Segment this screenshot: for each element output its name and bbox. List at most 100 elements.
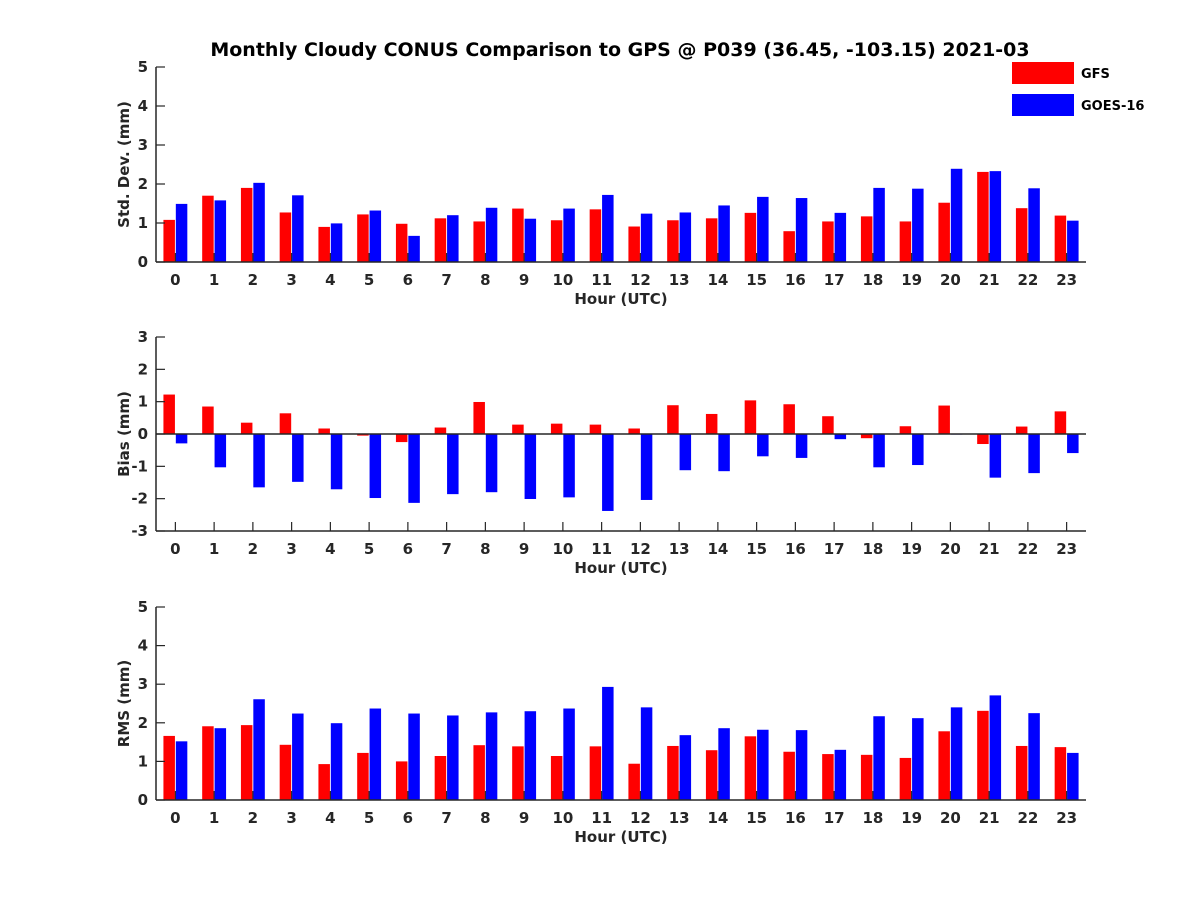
bar-gfs-hour-0 — [163, 735, 175, 800]
x-tick-label: 14 — [707, 271, 728, 289]
bar-goes-16-hour-14 — [718, 728, 730, 800]
bar-goes-16-hour-13 — [679, 434, 692, 471]
bar-goes-16-hour-11 — [602, 434, 614, 511]
bar-goes-16-hour-12 — [640, 707, 653, 800]
bar-goes-16-hour-1 — [214, 728, 227, 800]
x-axis-label: Hour (UTC) — [574, 290, 667, 308]
bar-goes-16-hour-4 — [330, 723, 343, 800]
bar-gfs-hour-16 — [783, 231, 795, 262]
bar-gfs-hour-7 — [434, 756, 447, 800]
bar-goes-16-hour-23 — [1067, 434, 1079, 454]
y-tick-label: 1 — [138, 752, 148, 770]
bar-gfs-hour-14 — [705, 218, 718, 262]
x-tick-label: 13 — [669, 809, 690, 827]
x-tick-label: 11 — [591, 540, 612, 558]
x-axis-label: Hour (UTC) — [574, 828, 667, 846]
x-tick-label: 22 — [1017, 540, 1038, 558]
x-tick-label: 2 — [248, 271, 258, 289]
bar-goes-16-hour-12 — [640, 213, 653, 262]
x-tick-label: 3 — [286, 809, 296, 827]
bar-gfs-hour-23 — [1054, 411, 1067, 434]
bar-gfs-hour-12 — [628, 763, 640, 800]
x-tick-label: 15 — [746, 271, 767, 289]
x-tick-label: 23 — [1056, 540, 1077, 558]
bar-goes-16-hour-3 — [292, 713, 304, 800]
bar-goes-16-hour-14 — [718, 434, 730, 472]
bar-goes-16-hour-4 — [330, 434, 343, 490]
y-tick-label: 2 — [138, 175, 148, 193]
bar-goes-16-hour-11 — [602, 194, 614, 262]
y-tick-label: 3 — [138, 675, 148, 693]
bar-goes-16-hour-10 — [563, 208, 575, 262]
bar-goes-16-hour-6 — [408, 713, 420, 800]
legend-swatch-goes-16 — [1012, 94, 1074, 116]
bar-gfs-hour-23 — [1054, 747, 1067, 800]
bar-goes-16-hour-13 — [679, 735, 692, 800]
bar-gfs-hour-20 — [938, 202, 950, 262]
bar-gfs-hour-18 — [860, 754, 873, 800]
x-tick-label: 5 — [364, 540, 374, 558]
bar-gfs-hour-10 — [550, 220, 563, 262]
y-tick-label: 5 — [138, 58, 148, 76]
bar-gfs-hour-15 — [744, 212, 757, 262]
x-tick-label: 19 — [901, 809, 922, 827]
x-tick-label: 9 — [519, 809, 529, 827]
bar-gfs-hour-22 — [1015, 208, 1028, 262]
x-tick-label: 8 — [480, 809, 490, 827]
bar-gfs-hour-2 — [240, 422, 253, 434]
bar-gfs-hour-22 — [1015, 426, 1028, 434]
y-axis-label: Bias (mm) — [115, 391, 133, 477]
x-tick-label: 6 — [403, 809, 413, 827]
bar-gfs-hour-17 — [822, 416, 834, 434]
bar-gfs-hour-11 — [589, 746, 602, 800]
bar-gfs-hour-9 — [512, 208, 524, 262]
bar-goes-16-hour-18 — [873, 716, 885, 800]
bar-gfs-hour-4 — [318, 764, 330, 800]
bar-goes-16-hour-5 — [369, 434, 382, 499]
x-tick-label: 4 — [325, 809, 335, 827]
bar-goes-16-hour-23 — [1067, 752, 1079, 800]
bar-goes-16-hour-17 — [834, 434, 847, 440]
bar-gfs-hour-19 — [899, 757, 912, 800]
bar-gfs-hour-11 — [589, 424, 602, 434]
x-tick-label: 9 — [519, 540, 529, 558]
bar-gfs-hour-3 — [279, 744, 292, 800]
bar-gfs-hour-4 — [318, 428, 330, 434]
x-tick-label: 17 — [824, 540, 845, 558]
y-tick-label: 3 — [138, 136, 148, 154]
x-tick-label: 21 — [979, 809, 1000, 827]
x-tick-label: 10 — [552, 809, 573, 827]
bar-gfs-hour-19 — [899, 426, 912, 434]
bar-goes-16-hour-7 — [447, 215, 459, 262]
x-tick-label: 10 — [552, 540, 573, 558]
bar-goes-16-hour-20 — [950, 707, 963, 800]
bar-goes-16-hour-1 — [214, 200, 227, 262]
bar-goes-16-hour-0 — [175, 741, 188, 800]
bar-goes-16-hour-18 — [873, 187, 885, 262]
y-tick-label: -3 — [131, 522, 148, 540]
x-tick-label: 1 — [209, 540, 219, 558]
bar-gfs-hour-7 — [434, 427, 447, 434]
bar-gfs-hour-15 — [744, 400, 757, 434]
y-tick-label: -1 — [131, 457, 148, 475]
bar-gfs-hour-18 — [860, 216, 873, 262]
bar-gfs-hour-21 — [977, 710, 989, 800]
x-tick-label: 9 — [519, 271, 529, 289]
bar-goes-16-hour-15 — [757, 196, 769, 262]
bar-gfs-hour-12 — [628, 226, 640, 262]
bar-gfs-hour-23 — [1054, 215, 1067, 262]
bar-gfs-hour-13 — [667, 220, 679, 262]
bar-gfs-hour-15 — [744, 736, 757, 800]
bar-goes-16-hour-6 — [408, 235, 420, 262]
bar-gfs-hour-2 — [240, 725, 253, 800]
bar-gfs-hour-1 — [202, 726, 214, 800]
bar-goes-16-hour-8 — [485, 712, 498, 800]
bar-goes-16-hour-14 — [718, 205, 730, 262]
bar-goes-16-hour-10 — [563, 434, 575, 498]
x-tick-label: 14 — [707, 809, 728, 827]
bar-goes-16-hour-0 — [175, 434, 188, 444]
bar-goes-16-hour-5 — [369, 210, 382, 262]
x-tick-label: 3 — [286, 271, 296, 289]
